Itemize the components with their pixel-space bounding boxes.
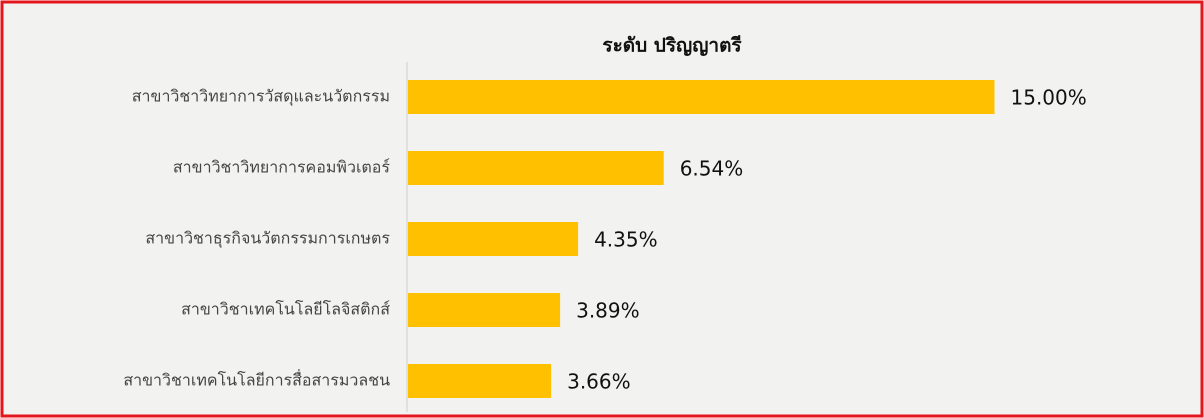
category-label: สาขาวิชาวิทยาการคอมพิวเตอร์ <box>173 158 391 177</box>
bar <box>408 80 995 114</box>
bar <box>408 364 552 398</box>
category-label: สาขาวิชาวิทยาการวัสดุและนวัตกรรม <box>132 87 390 107</box>
value-label: 15.00% <box>1011 86 1087 110</box>
category-label: สาขาวิชาเทคโนโลยีการสื่อสารมวลชน <box>123 369 390 390</box>
value-label: 3.89% <box>576 299 640 323</box>
value-label: 4.35% <box>594 228 658 252</box>
category-label: สาขาวิชาเทคโนโลยีโลจิสติกส์ <box>181 300 390 319</box>
value-label: 3.66% <box>567 370 631 394</box>
bar <box>408 151 664 185</box>
category-label: สาขาวิชาธุรกิจนวัตกรรมการเกษตร <box>145 229 390 249</box>
chart-title: ระดับ ปริญญาตรี <box>602 35 742 57</box>
bar <box>408 293 561 327</box>
value-label: 6.54% <box>680 157 744 181</box>
bar <box>408 222 579 256</box>
